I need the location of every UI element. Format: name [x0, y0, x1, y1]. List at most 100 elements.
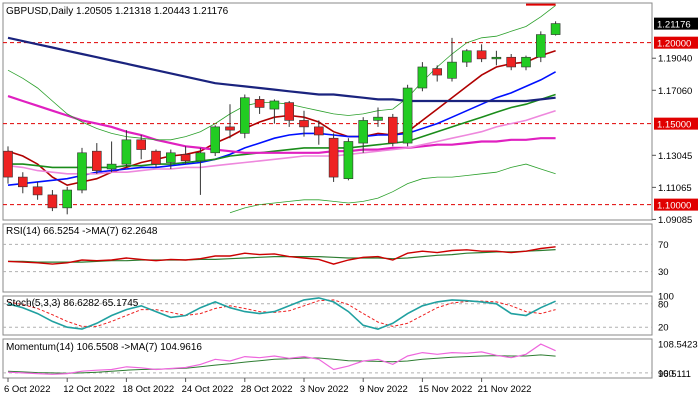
level-tag-label: 1.20000 [657, 39, 691, 50]
momentum-tick-label: 96.5111 [658, 369, 691, 380]
stoch-lines [7, 297, 556, 330]
time-tick-label: 28 Oct 2022 [241, 384, 293, 395]
candle-bear [151, 150, 161, 165]
candle-bear [432, 68, 443, 76]
candle-bear [3, 150, 13, 178]
time-tick-label: 12 Oct 2022 [63, 384, 115, 395]
time-tick-label: 18 Oct 2022 [122, 384, 174, 395]
time-tick-label: 3 Nov 2022 [300, 384, 349, 395]
stoch-d-line [7, 299, 556, 327]
overlay-ma-mid [7, 71, 556, 186]
candle-bear [284, 102, 295, 121]
candle-bear [47, 194, 58, 209]
stoch-grid [3, 303, 652, 328]
level-tag-label: 1.15000 [657, 120, 691, 131]
momentum-line [7, 343, 556, 375]
stoch-k-line [7, 297, 556, 330]
overlay-bb-lower [229, 163, 556, 214]
time-axis: 6 Oct 2022 12 Oct 2022 18 Oct 2022 24 Oct 2… [4, 378, 531, 395]
rsi-lines [7, 246, 556, 265]
stoch-tick-label: 80 [658, 299, 669, 310]
price-candles [3, 21, 561, 215]
candle-bear [92, 150, 102, 171]
level-tag [654, 36, 698, 49]
stoch-label: Stoch(5,3,3) 86.6282 65.1745 [6, 298, 139, 309]
candle-bull [417, 66, 428, 89]
candle-bear [299, 120, 309, 128]
current-price-tag [654, 17, 698, 30]
candle-bear [328, 137, 339, 178]
overlay-ma-magenta [7, 95, 556, 154]
candle-bear [136, 139, 146, 150]
candle-bull [62, 189, 73, 209]
time-tick-label: 15 Nov 2022 [418, 384, 472, 395]
price-moving-averages [7, 3, 556, 214]
time-tick-label: 24 Oct 2022 [182, 384, 234, 395]
candle-bull [210, 126, 220, 154]
candle-bull [121, 139, 132, 165]
momentum-panel-frame [2, 338, 653, 379]
candle-bear [180, 154, 191, 162]
price-panel-frame [2, 2, 653, 221]
price-tick-label: 1.09085 [658, 215, 692, 226]
level-tag [654, 117, 698, 130]
candle-bear [17, 176, 28, 188]
price-header: GBPUSD,Daily 1.20505 1.21318 1.20443 1.2… [6, 6, 229, 17]
stoch-tick-label: 20 [658, 323, 669, 334]
time-tick-label: 6 Oct 2022 [4, 384, 50, 395]
candle-bull [343, 141, 354, 180]
level-tag [654, 198, 698, 211]
candle-bull [461, 50, 472, 63]
candle-bull [521, 56, 531, 68]
candle-bear [254, 99, 265, 108]
candle-bull [535, 34, 546, 58]
candle-bull [166, 152, 176, 163]
rsi-tick-label: 30 [658, 267, 669, 278]
candle-bull [373, 116, 383, 121]
candle-bull [447, 61, 457, 79]
candle-bear [387, 116, 398, 144]
price-tick-label: 1.17060 [658, 86, 692, 97]
candle-bull [106, 163, 117, 170]
candle-bull [269, 100, 280, 110]
candle-bull [77, 152, 87, 191]
overlay-ma-pink [7, 109, 556, 175]
current-price-label: 1.21176 [657, 20, 691, 31]
candle-bear [476, 50, 487, 60]
rsi-label: RSI(14) 66.5254 ->MA(7) 62.2648 [6, 226, 158, 237]
candle-bull [550, 23, 561, 35]
momentum-ma-line [7, 354, 556, 374]
candle-bear [506, 56, 517, 68]
momentum-tick-label: 108.5423 [658, 339, 698, 350]
candle-bull [402, 87, 413, 144]
momentum-tick-label: 100 [658, 368, 674, 379]
price-tick-label: 1.19040 [658, 54, 692, 65]
candle-bear [313, 126, 324, 136]
candle-bear [32, 186, 43, 196]
rsi-panel: 70 30 RSI(14) 66.5254 ->MA(7) 62.2648 [2, 223, 669, 293]
overlay-ma-fast [7, 50, 556, 187]
candle-bear [225, 126, 235, 131]
rsi-axis: 70 30 [658, 240, 669, 278]
stoch-panel-frame [2, 295, 653, 336]
time-tick-label: 9 Nov 2022 [359, 384, 408, 395]
price-tick-label: 1.13045 [658, 151, 692, 162]
rsi-line [7, 246, 556, 265]
overlay-bb-upper [7, 5, 556, 141]
candle-bull [240, 97, 250, 134]
price-axis: 1.20000 1.15000 1.10000 1.19040 1.17060 1.130… [652, 17, 698, 226]
rsi-grid [3, 243, 652, 273]
level-tag-label: 1.10000 [657, 201, 691, 212]
candle-bull [491, 56, 502, 60]
overlay-ma-200 [7, 36, 556, 103]
rsi-panel-frame [2, 223, 653, 293]
momentum-label: Momentum(14) 106.5508 ->MA(7) 104.9616 [6, 342, 202, 353]
candle-bull [358, 120, 369, 144]
stoch-tick-label: 100 [658, 292, 674, 303]
